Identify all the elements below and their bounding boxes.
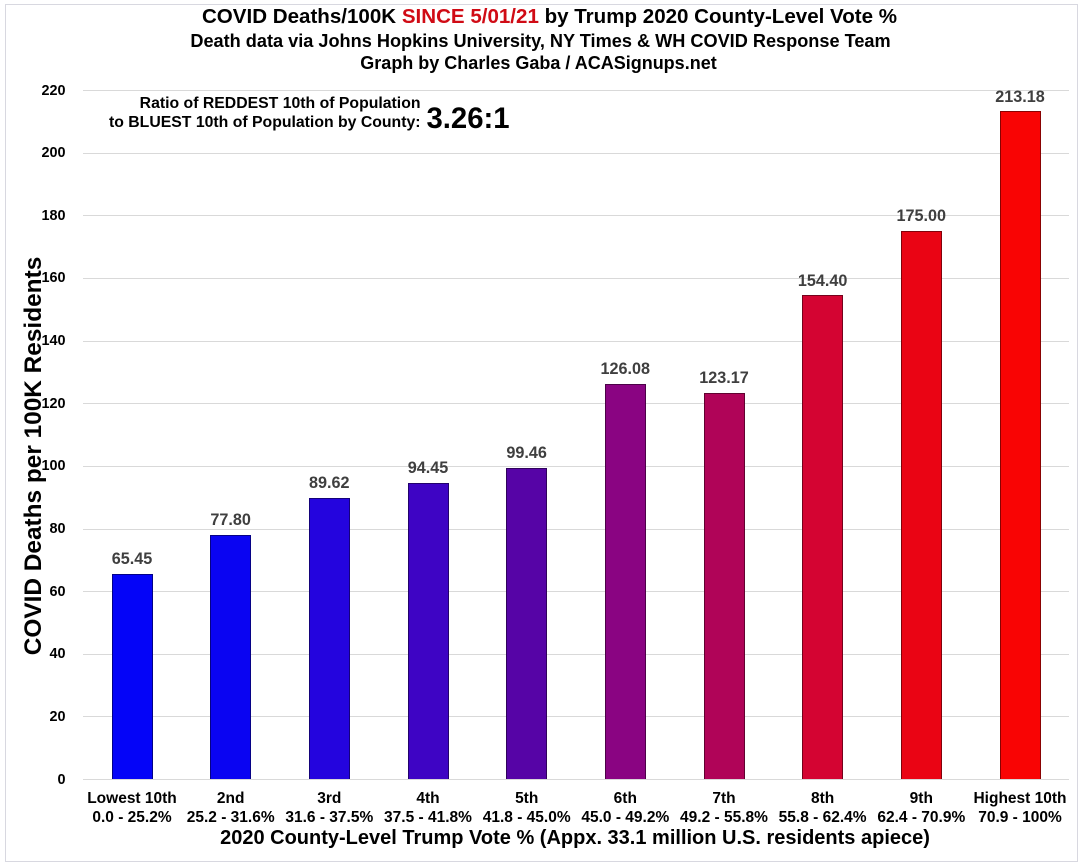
- y-tick-180: 180: [41, 207, 66, 224]
- value-label: 89.62: [309, 474, 350, 493]
- bar-9th: [900, 230, 942, 779]
- value-label: 213.18: [995, 87, 1045, 106]
- chart-title: COVID Deaths/100K SINCE 5/01/21 by Trump…: [9, 6, 1081, 28]
- y-tick-20: 20: [49, 708, 66, 725]
- gridline-160: [82, 277, 1070, 279]
- gridline-100: [82, 465, 1070, 467]
- chart-border: [4, 3, 1078, 862]
- y-tick-160: 160: [41, 270, 66, 287]
- x-category-label: 4th 37.5 - 41.8%: [384, 790, 472, 826]
- y-tick-80: 80: [49, 521, 66, 537]
- y-tick-0: 0: [57, 771, 66, 788]
- x-category-label: 5th 41.8 - 45.0%: [482, 790, 571, 826]
- gridline-220: [82, 90, 1070, 91]
- bar-2nd: [210, 535, 252, 779]
- bar-Lowest 10th: [111, 574, 153, 779]
- gridline-80: [82, 528, 1070, 530]
- x-category-label: Highest 10th 70.9 - 100%: [973, 790, 1067, 826]
- y-tick-100: 100: [41, 458, 66, 475]
- y-tick-220: 220: [41, 82, 66, 99]
- value-label: 65.45: [111, 550, 153, 569]
- value-label: 94.45: [407, 459, 449, 478]
- chart-subtitle-source: Death data via Johns Hopkins University,…: [190, 30, 891, 51]
- x-category-label: 8th 55.8 - 62.4%: [778, 790, 867, 826]
- gridline-200: [82, 152, 1070, 154]
- chart-title-highlight: SINCE 5/01/21: [401, 5, 539, 29]
- bar-Highest 10th: [999, 111, 1041, 779]
- value-label: 154.40: [797, 271, 848, 290]
- gridline-20: [82, 716, 1070, 718]
- gridline-120: [82, 403, 1070, 405]
- y-tick-40: 40: [49, 646, 66, 663]
- bar-5th: [506, 467, 548, 779]
- x-category-label: 6th 45.0 - 49.2%: [581, 790, 670, 826]
- bar-6th: [604, 384, 646, 779]
- chart-subtitle-credit: Graph by Charles Gaba / ACASignups.net: [360, 52, 717, 73]
- ratio-annotation-line2: to BLUEST 10th of Population by County:: [108, 113, 421, 131]
- bar-3rd: [308, 498, 350, 779]
- bar-8th: [802, 295, 844, 779]
- bar-7th: [703, 393, 745, 779]
- x-category-label: 2nd 25.2 - 31.6%: [186, 790, 275, 826]
- gridline-0: [82, 779, 1070, 780]
- value-label: 77.80: [210, 511, 251, 530]
- chart-title-prefix: COVID Deaths/100K: [201, 5, 402, 29]
- y-tick-120: 120: [41, 395, 66, 412]
- gridline-60: [82, 591, 1070, 593]
- ratio-annotation-line1: Ratio of REDDEST 10th of Population: [139, 94, 421, 112]
- value-label: 99.46: [506, 443, 547, 462]
- y-tick-200: 200: [41, 145, 66, 162]
- value-label: 123.17: [699, 369, 749, 388]
- x-category-label: Lowest 10th 0.0 - 25.2%: [87, 790, 177, 826]
- bar-4th: [407, 483, 449, 779]
- x-category-label: 7th 49.2 - 55.8%: [680, 790, 768, 826]
- value-label: 126.08: [600, 360, 651, 379]
- x-axis-title: 2020 County-Level Trump Vote % (Appx. 33…: [220, 826, 930, 849]
- x-category-label: 9th 62.4 - 70.9%: [877, 790, 966, 826]
- chart-title-suffix: by Trump 2020 County-Level Vote %: [538, 5, 898, 29]
- y-tick-60: 60: [49, 583, 66, 600]
- y-tick-140: 140: [41, 333, 66, 349]
- value-label: 175.00: [896, 207, 947, 225]
- ratio-value: 3.26:1: [426, 102, 510, 136]
- gridline-40: [82, 653, 1070, 655]
- x-category-label: 3rd 31.6 - 37.5%: [285, 790, 374, 826]
- ratio-annotation: Ratio of REDDEST 10th of Population to B…: [0, 94, 421, 132]
- gridline-140: [82, 340, 1070, 342]
- gridline-180: [82, 215, 1070, 217]
